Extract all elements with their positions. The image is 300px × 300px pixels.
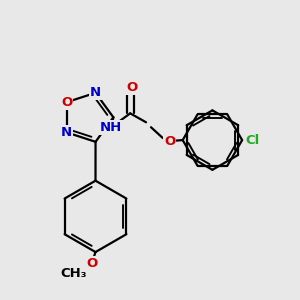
- Text: N: N: [90, 86, 101, 99]
- Text: O: O: [164, 135, 176, 148]
- Text: O: O: [127, 81, 138, 94]
- Text: CH₃: CH₃: [61, 267, 87, 280]
- Text: Cl: Cl: [245, 134, 260, 147]
- Text: O: O: [61, 96, 72, 109]
- Text: O: O: [86, 257, 97, 270]
- Text: NH: NH: [100, 121, 122, 134]
- Text: N: N: [61, 126, 72, 139]
